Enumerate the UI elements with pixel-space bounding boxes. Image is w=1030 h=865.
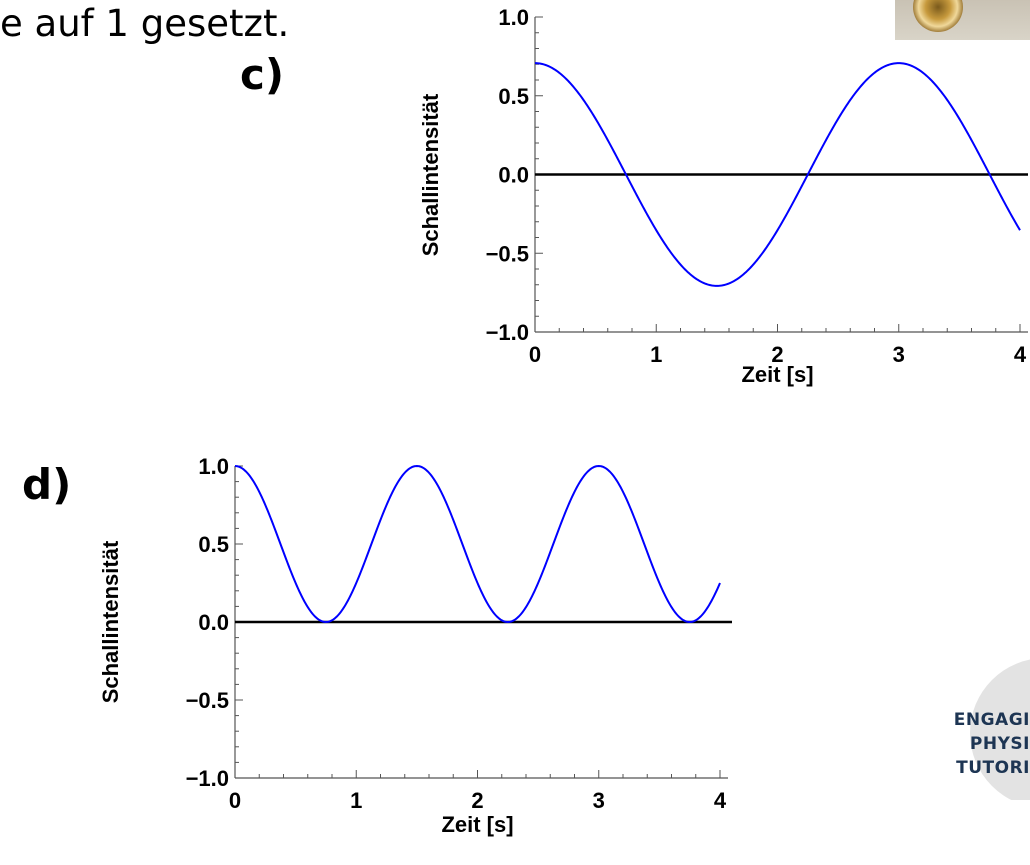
y-axis-title-c: Schallintensität: [418, 93, 443, 256]
x-tick-label-c: 0: [529, 342, 541, 367]
caption-text: e auf 1 gesetzt.: [0, 2, 290, 45]
y-tick-label-c: −0.5: [486, 241, 529, 266]
x-tick-label-d: 3: [593, 788, 605, 813]
logo-line-3: TUTORI: [956, 758, 1030, 778]
x-tick-label-d: 2: [471, 788, 483, 813]
x-axis-title-d: Zeit [s]: [441, 812, 513, 837]
logo-line-2: PHYSI: [969, 734, 1030, 754]
y-tick-label-d: −0.5: [186, 688, 229, 713]
y-tick-label-d: 0.5: [198, 532, 229, 557]
series-curve-c: [534, 62, 1021, 287]
y-tick-label-c: −1.0: [486, 320, 529, 345]
x-tick-label-d: 0: [229, 788, 241, 813]
x-tick-label-c: 1: [650, 342, 662, 367]
engaging-physics-tutorials-logo: ENGAGI PHYSI TUTORI: [925, 640, 1030, 800]
y-tick-label-c: 0.5: [498, 84, 529, 109]
panel-label-c: c): [240, 50, 285, 99]
y-tick-label-d: 1.0: [198, 454, 229, 479]
y-tick-label-d: −1.0: [186, 766, 229, 791]
y-axis-title-d: Schallintensität: [98, 540, 123, 703]
x-tick-label-d: 4: [714, 788, 727, 813]
y-tick-label-c: 1.0: [498, 5, 529, 30]
logo-line-1: ENGAGI: [953, 710, 1030, 730]
photo-thumbnail: [895, 0, 1030, 40]
x-axis-title-c: Zeit [s]: [741, 362, 813, 387]
x-tick-label-c: 4: [1014, 342, 1027, 367]
x-tick-label-d: 1: [350, 788, 362, 813]
x-tick-label-c: 3: [893, 342, 905, 367]
panel-label-d: d): [22, 460, 72, 509]
y-tick-label-c: 0.0: [498, 163, 529, 188]
series-curve-d: [234, 464, 721, 624]
x-tick-label-c: 2: [771, 342, 783, 367]
y-tick-label-d: 0.0: [198, 610, 229, 635]
